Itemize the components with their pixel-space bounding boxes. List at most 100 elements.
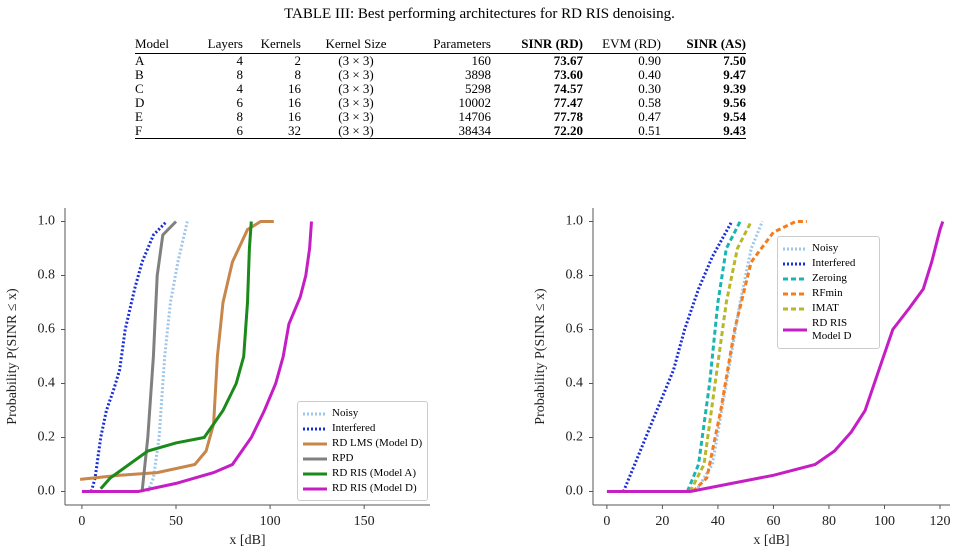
cdf-line [146, 221, 189, 493]
cdf-line [694, 220, 764, 493]
legend-entry: Interfered [303, 422, 422, 435]
table-cell: 6 [236, 95, 244, 110]
table-cell: 73.67 [553, 53, 583, 68]
x-tick-label: 40 [711, 514, 725, 529]
y-tick-label: 0.4 [566, 376, 584, 391]
legend-swatch [783, 277, 807, 280]
table-cell: 4 [236, 81, 244, 96]
legend-entry: Noisy [303, 407, 422, 420]
y-tick-label: 0.4 [38, 376, 56, 391]
y-tick-label: 0.6 [38, 322, 56, 337]
table-row: F 6 32 (3 × 3) 38434 72.20 0.51 9.43 [135, 124, 746, 139]
table-cell: B [135, 67, 144, 82]
table-cell: 16 [288, 81, 301, 96]
table-cell: 2 [294, 53, 302, 68]
legend-entry: Zeroing [783, 272, 874, 285]
y-tick-label: 0.6 [566, 322, 584, 337]
legend-entry: RPD [303, 452, 422, 465]
cdf-line [688, 220, 753, 493]
column-header: Layers [185, 36, 243, 54]
results-table: Model Layers Kernels Kernel Size Parameters S… [135, 36, 746, 139]
table-row: A 4 2 (3 × 3) 160 73.67 0.90 7.50 [135, 54, 746, 69]
table-cell: (3 × 3) [338, 109, 374, 124]
x-tick-label: 20 [655, 514, 669, 529]
legend-swatch [783, 328, 807, 332]
table-cell: (3 × 3) [338, 53, 374, 68]
legend-entry: RD RIS (Model A) [303, 467, 422, 480]
table-cell: 160 [471, 53, 492, 68]
table-cell: C [135, 81, 144, 96]
x-tick-label: 50 [169, 514, 183, 529]
legend-swatch [783, 307, 807, 310]
table-cell: 9.39 [723, 81, 746, 96]
y-tick-label: 0.0 [38, 484, 56, 499]
y-tick-label: 0.0 [566, 484, 584, 499]
legend-entry: Noisy [783, 242, 874, 255]
table-cell: E [135, 109, 143, 124]
table-cell: 8 [294, 67, 302, 82]
table-cell: 8 [236, 109, 244, 124]
legend-label: Interfered [332, 422, 376, 434]
legend-swatch [303, 472, 327, 475]
table-cell: 38434 [411, 124, 491, 139]
table-cell: 5298 [465, 81, 491, 96]
table-cell: 3898 [465, 67, 491, 82]
table-cell: 6 [185, 124, 243, 139]
legend-label: RPD [332, 452, 354, 464]
table-cell: 77.47 [553, 95, 583, 110]
table-cell: 32 [243, 124, 301, 139]
legend-label: RD RIS Model D [812, 317, 852, 342]
table-cell: 0.90 [638, 53, 661, 68]
table-row: C 4 16 (3 × 3) 5298 74.57 0.30 9.39 [135, 82, 746, 96]
column-header: Kernel Size [301, 36, 411, 54]
table-row: B 8 8 (3 × 3) 3898 73.60 0.40 9.47 [135, 68, 746, 82]
legend-label: IMAT [812, 302, 839, 314]
legend-entry: RD RIS Model D [783, 317, 874, 343]
table-caption: TABLE III: Best performing architectures… [284, 6, 675, 22]
legend-entry: IMAT [783, 302, 874, 315]
table-cell: 0.30 [638, 81, 661, 96]
column-header: EVM (RD) [583, 36, 661, 54]
table-cell: 16 [288, 95, 301, 110]
x-tick-label: 60 [766, 514, 780, 529]
table-cell: 0.40 [638, 67, 661, 82]
x-tick-label: 80 [822, 514, 836, 529]
table-cell: (3 × 3) [338, 81, 374, 96]
table-cell: 74.57 [553, 81, 583, 96]
cdf-line [622, 220, 734, 493]
legend-entry: RD LMS (Model D) [303, 437, 422, 450]
table-cell: A [135, 53, 145, 68]
y-tick-label: 0.2 [566, 430, 584, 445]
table-row: E 8 16 (3 × 3) 14706 77.78 0.47 9.54 [135, 110, 746, 124]
table-cell: 9.43 [661, 124, 746, 139]
table-cell: 73.60 [553, 67, 583, 82]
header-row: Model Layers Kernels Kernel Size Parameters S… [135, 36, 746, 54]
table-cell: 10002 [458, 95, 492, 110]
cdf-line [140, 220, 178, 492]
legend-swatch [783, 247, 807, 250]
y-tick-label: 0.8 [38, 268, 56, 283]
legend: Noisy Interfered Zeroing RFmin IMAT RD RIS Mo… [777, 236, 880, 349]
legend-swatch [783, 262, 807, 265]
table-cell: 9.54 [723, 109, 746, 124]
legend-label: Zeroing [812, 272, 847, 284]
cdf-line [606, 221, 945, 493]
column-header: Kernels [243, 36, 301, 54]
table-cell: F [135, 124, 185, 139]
table-row: D 6 16 (3 × 3) 10002 77.47 0.58 9.56 [135, 96, 746, 110]
legend-label: Noisy [332, 407, 359, 419]
x-axis-label: x [dB] [753, 533, 789, 548]
x-tick-label: 150 [354, 514, 375, 529]
legend-label: Noisy [812, 242, 839, 254]
cdf-line [691, 220, 807, 493]
legend-swatch [303, 457, 327, 460]
table-cell: 9.56 [723, 95, 746, 110]
table-cell: 0.47 [638, 109, 661, 124]
y-tick-label: 1.0 [566, 214, 584, 229]
table-cell: 14706 [458, 109, 492, 124]
legend-entry: RD RIS (Model D) [303, 482, 422, 495]
table-cell: (3 × 3) [338, 67, 374, 82]
y-tick-label: 0.2 [38, 430, 56, 445]
